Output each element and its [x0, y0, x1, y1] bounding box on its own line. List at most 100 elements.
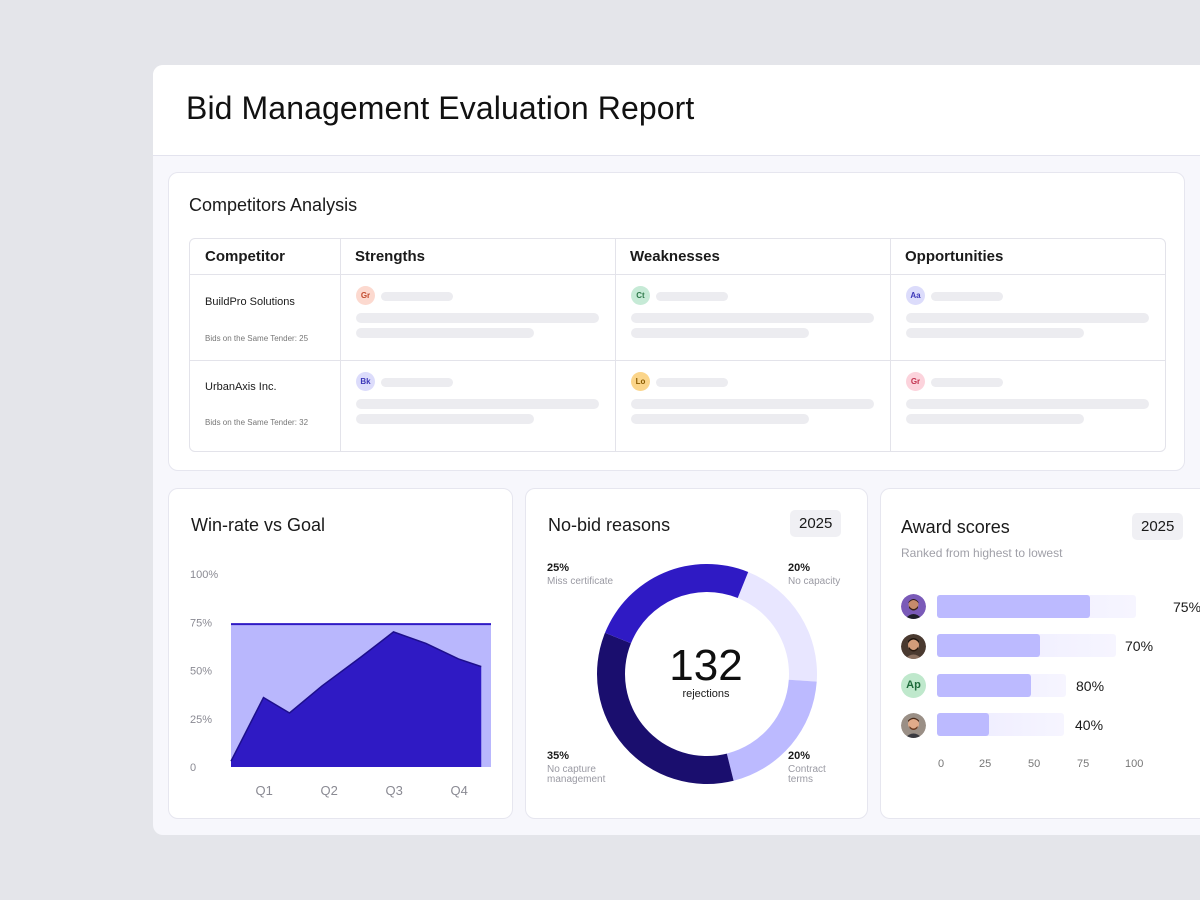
award-score: 70%	[1125, 638, 1154, 654]
segment-label-miss-certificate: Miss certificate	[547, 576, 614, 587]
award-score: 75%	[1173, 599, 1200, 615]
winrate-chart: 100% 75% 50% 25% 0 Q1 Q2 Q3 Q4	[190, 569, 491, 798]
placeholder-bar	[356, 313, 599, 323]
col-header-opportunities: Opportunities	[905, 248, 1004, 265]
avatar: Gr	[356, 286, 375, 305]
competitor-name: BuildPro Solutions	[205, 296, 295, 308]
column-divider	[340, 239, 341, 451]
x-tick-label: 75	[1077, 758, 1090, 770]
avatar: Ap	[901, 673, 926, 698]
nobid-title: No-bid reasons	[548, 515, 671, 535]
placeholder-bar	[656, 378, 728, 387]
placeholder-bar	[906, 328, 1084, 338]
page-title: Bid Management Evaluation Report	[186, 90, 695, 126]
segment-label-no-capacity: No capacity	[788, 576, 841, 587]
competitor-name: UrbanAxis Inc.	[205, 381, 277, 393]
person-photo-icon	[901, 594, 926, 619]
segment-pct-no-capture: 35%	[547, 750, 570, 762]
y-tick-label: 25%	[190, 714, 212, 726]
placeholder-bar	[381, 292, 453, 301]
placeholder-bar	[631, 399, 874, 409]
report-window: Bid Management Evaluation Report Competi…	[153, 65, 1200, 835]
award-bar-fill	[937, 634, 1041, 657]
segment-pct-contract-terms: 20%	[788, 750, 811, 762]
placeholder-bar	[381, 378, 453, 387]
award-bar-fill	[937, 674, 1031, 697]
year-selector[interactable]: 2025	[1132, 513, 1184, 540]
nobid-card: No-bid reasons 2025 132 rejections 20% N…	[525, 488, 868, 819]
placeholder-bar	[931, 292, 1003, 301]
x-tick-label: Q3	[386, 783, 403, 798]
placeholder-bar	[356, 328, 534, 338]
col-header-competitor: Competitor	[205, 248, 285, 265]
avatar: Gr	[906, 372, 925, 391]
y-tick-label: 100%	[190, 569, 218, 581]
nobid-donut-chart	[597, 564, 817, 784]
donut-center: 132 rejections	[646, 641, 766, 701]
award-score: 40%	[1075, 717, 1104, 733]
x-tick-label: 50	[1028, 758, 1041, 770]
segment-label-contract-terms: Contract terms	[788, 764, 826, 785]
placeholder-bar	[906, 399, 1149, 409]
award-score: 80%	[1076, 678, 1105, 694]
placeholder-bar	[906, 313, 1149, 323]
award-bar-track	[937, 595, 1136, 618]
donut-segment	[737, 572, 817, 682]
award-card: Award scores 2025 Ranked from highest to…	[880, 488, 1200, 819]
x-tick-label: Q2	[321, 783, 338, 798]
segment-pct-no-capacity: 20%	[788, 562, 811, 574]
avatar: Aa	[906, 286, 925, 305]
placeholder-bar	[631, 328, 809, 338]
award-title: Award scores	[901, 517, 1010, 537]
winrate-area	[231, 631, 482, 767]
y-tick-label: 75%	[190, 617, 212, 629]
donut-segment	[726, 679, 817, 781]
competitors-card: Competitors Analysis Competitor Strength…	[168, 172, 1185, 471]
avatar: Ct	[631, 286, 650, 305]
placeholder-bar	[931, 378, 1003, 387]
avatar	[901, 634, 926, 659]
weakness-cell: Ct	[631, 286, 875, 346]
winrate-card: Win-rate vs Goal 100% 75% 50% 25% 0 Q1 Q2 Q3 Q4	[168, 488, 513, 819]
award-subtitle: Ranked from highest to lowest	[901, 546, 1063, 560]
x-tick-label: 0	[938, 758, 945, 770]
award-bar-track	[937, 674, 1067, 697]
col-header-strengths: Strengths	[355, 248, 426, 265]
x-tick-label: 25	[979, 758, 992, 770]
competitors-title: Competitors Analysis	[189, 195, 358, 215]
table-header: Competitor Strengths Weaknesses Opportun…	[190, 239, 1165, 275]
placeholder-bar	[631, 414, 809, 424]
x-tick-label: Q4	[451, 783, 468, 798]
opportunity-cell: Aa	[906, 286, 1150, 346]
opportunity-cell: Gr	[906, 372, 1150, 432]
placeholder-bar	[906, 414, 1084, 424]
row-divider	[190, 360, 1165, 361]
x-tick-label: Q1	[256, 783, 273, 798]
person-photo-icon	[901, 634, 926, 659]
award-bar-track	[937, 713, 1065, 736]
strength-cell: Gr	[356, 286, 600, 346]
col-header-weaknesses: Weaknesses	[630, 248, 720, 265]
column-divider	[615, 239, 616, 451]
segment-label-no-capture: No capture management	[547, 764, 606, 785]
placeholder-bar	[656, 292, 728, 301]
avatar: Lo	[631, 372, 650, 391]
donut-segment	[605, 564, 749, 644]
column-divider	[890, 239, 891, 451]
competitor-bids: Bids on the Same Tender: 32	[205, 418, 309, 427]
person-photo-icon	[901, 713, 926, 738]
winrate-line	[230, 631, 482, 762]
avatar	[901, 594, 926, 619]
x-tick-label: 100	[1125, 758, 1144, 770]
rejections-total: 132	[669, 641, 743, 690]
year-selector[interactable]: 2025	[790, 510, 842, 537]
award-bar-track	[937, 634, 1117, 657]
avatar: Bk	[356, 372, 375, 391]
award-bar-fill	[937, 595, 1091, 618]
weakness-cell: Lo	[631, 372, 875, 432]
placeholder-bar	[631, 313, 874, 323]
winrate-title: Win-rate vs Goal	[191, 515, 326, 535]
placeholder-bar	[356, 414, 534, 424]
segment-pct-miss-certificate: 25%	[547, 562, 570, 574]
placeholder-bar	[356, 399, 599, 409]
